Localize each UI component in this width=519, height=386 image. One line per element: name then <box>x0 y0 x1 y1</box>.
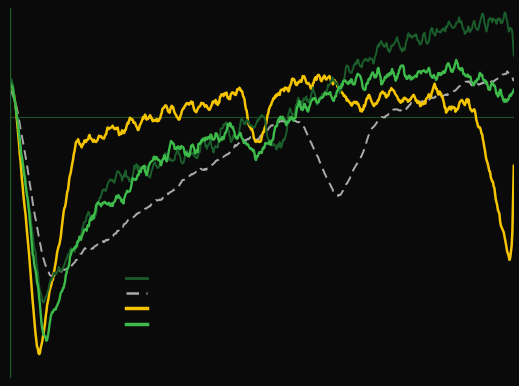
Legend: , , , : , , , <box>126 273 151 329</box>
